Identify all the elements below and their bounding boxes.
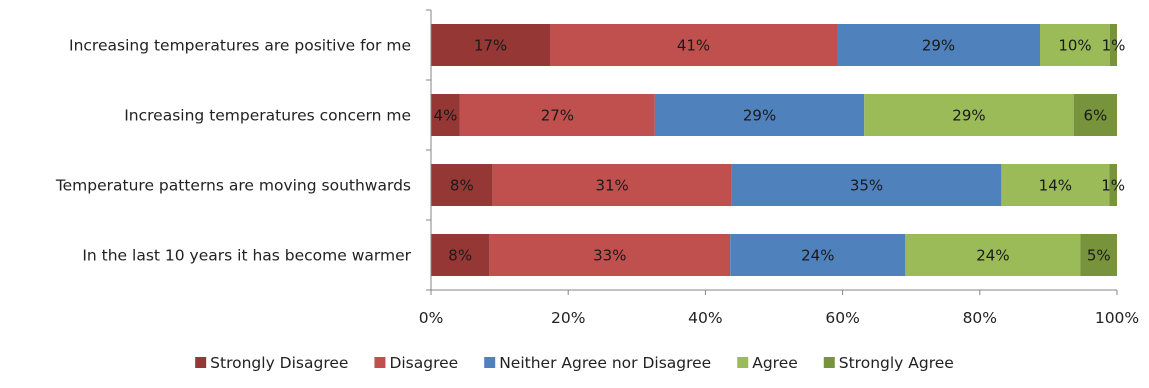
data-label-strongly-agree-1: 6% [1083,107,1107,125]
bar-strongly-agree-2 [1109,164,1117,206]
legend-item-neither-agree-nor-disagree: Neither Agree nor Disagree [484,354,711,372]
data-label-disagree-3: 33% [593,247,626,265]
bar-agree-1 [864,94,1074,136]
data-label-neither-agree-nor-disagree-1: 29% [743,107,776,125]
legend-swatch-strongly-disagree [195,357,207,368]
bar-disagree-0 [550,24,837,66]
data-label-neither-agree-nor-disagree-0: 29% [922,37,955,55]
data-label-strongly-disagree-2: 8% [450,177,474,195]
data-label-strongly-disagree-0: 17% [474,37,507,55]
bar-strongly-agree-1 [1073,94,1117,136]
bar-neither-agree-nor-disagree-3 [730,234,906,276]
category-label-3: In the last 10 years it has become warme… [82,247,411,265]
legend: Strongly Disagree Disagree Neither Agree n… [195,354,954,372]
bar-strongly-agree-0 [1110,24,1117,66]
bar-strongly-disagree-2 [431,164,493,206]
data-label-strongly-agree-3: 5% [1087,247,1111,265]
data-label-agree-3: 24% [976,247,1009,265]
legend-swatch-agree [737,357,749,368]
data-label-strongly-disagree-1: 4% [434,107,458,125]
legend-label-strongly-agree: Strongly Agree [839,354,954,372]
bar-neither-agree-nor-disagree-1 [654,94,865,136]
legend-item-strongly-agree: Strongly Agree [823,354,954,372]
x-tick-labels-group: 0% 20% 40% 60% 80% 100% [419,309,1139,327]
data-label-strongly-disagree-3: 8% [448,247,472,265]
category-label-2: Temperature patterns are moving southwar… [55,177,411,195]
data-label-strongly-agree-2: 1% [1101,177,1125,195]
x-tick-label-4: 80% [963,309,997,327]
x-tick-label-5: 100% [1095,309,1139,327]
bar-disagree-1 [459,94,655,136]
bar-agree-2 [1001,164,1110,206]
x-tick-label-2: 40% [688,309,722,327]
x-tick-label-1: 20% [551,309,585,327]
x-tick-label-0: 0% [419,309,444,327]
legend-swatch-strongly-agree [823,357,835,368]
bar-disagree-3 [489,234,731,276]
category-label-1: Increasing temperatures concern me [124,107,411,125]
bar-strongly-disagree-1 [431,94,460,136]
data-label-agree-0: 10% [1058,37,1091,55]
legend-item-disagree: Disagree [374,354,458,372]
category-label-0: Increasing temperatures are positive for… [69,37,411,55]
legend-label-agree: Agree [752,354,798,372]
legend-item-agree: Agree [737,354,798,372]
axes-group [426,9,1118,295]
legend-label-strongly-disagree: Strongly Disagree [210,354,348,372]
legend-swatch-disagree [374,357,386,368]
bar-neither-agree-nor-disagree-2 [731,164,1002,206]
legend-label-disagree: Disagree [389,354,458,372]
data-label-neither-agree-nor-disagree-3: 24% [801,247,834,265]
data-label-neither-agree-nor-disagree-2: 35% [850,177,883,195]
data-label-disagree-2: 31% [595,177,628,195]
bar-strongly-disagree-3 [431,234,490,276]
legend-label-neither-agree-nor-disagree: Neither Agree nor Disagree [499,354,711,372]
bar-labels-group: 17% 41% 29% 10% 1% 4% 27% 29% 29% 6% 8% 31% 35% 14% 1%… [434,37,1126,265]
data-label-disagree-0: 41% [677,37,710,55]
data-label-agree-2: 14% [1039,177,1072,195]
x-tick-label-3: 60% [825,309,859,327]
category-labels-group: Increasing temperatures are positive for… [55,37,412,265]
bar-strongly-agree-3 [1080,234,1117,276]
bar-agree-0 [1040,24,1110,66]
bar-disagree-2 [492,164,732,206]
bar-neither-agree-nor-disagree-0 [837,24,1040,66]
data-label-agree-1: 29% [952,107,985,125]
data-label-strongly-agree-0: 1% [1102,37,1126,55]
legend-swatch-neither-agree-nor-disagree [484,357,496,368]
bar-agree-3 [905,234,1081,276]
data-label-disagree-1: 27% [541,107,574,125]
bars-group [431,24,1117,276]
bar-strongly-disagree-0 [431,24,550,66]
legend-item-strongly-disagree: Strongly Disagree [195,354,348,372]
